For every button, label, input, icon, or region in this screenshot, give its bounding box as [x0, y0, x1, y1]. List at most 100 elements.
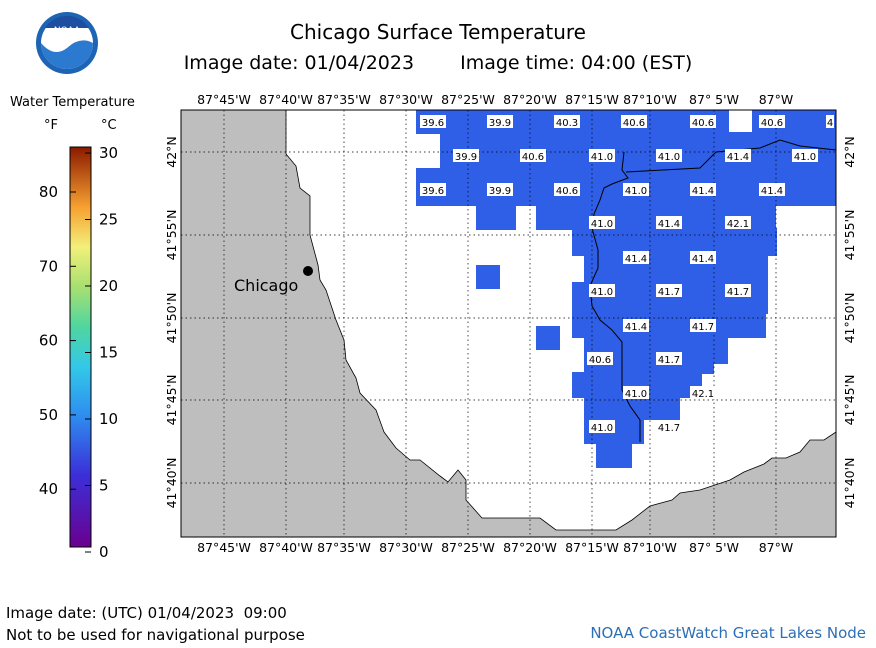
temp-label: 40.6 [589, 355, 611, 366]
lon-label-top: 87°15'W [565, 92, 619, 107]
legend-f-tick: 40 [39, 480, 58, 498]
temp-label: 40.3 [556, 118, 578, 129]
temp-label-bg [554, 115, 580, 128]
temp-label-bg [759, 115, 785, 128]
legend-c-tick: 30 [99, 144, 118, 162]
lon-label-top: 87°25'W [441, 92, 495, 107]
sst-data [416, 110, 836, 468]
temp-label: 41.7 [658, 355, 680, 366]
lon-label-bottom: 87°25'W [441, 540, 495, 555]
temp-label: 41.4 [727, 152, 749, 163]
legend-c-tick: 5 [99, 477, 109, 495]
temp-label-bg [690, 319, 716, 332]
temp-label: 41.7 [658, 423, 680, 434]
temp-label: 41.0 [591, 423, 613, 434]
legend-c-tick: 15 [99, 344, 118, 362]
temp-label: 40.6 [623, 118, 645, 129]
temp-label-bg [520, 149, 546, 162]
temp-label: 41.0 [591, 152, 613, 163]
temp-label-bg [725, 149, 751, 162]
lat-label-left: 41°50'N [164, 293, 179, 344]
legend-f-tick: 80 [39, 183, 58, 201]
noaa-logo-icon: NOAA [36, 12, 98, 74]
temp-label: 41.0 [591, 219, 613, 230]
temp-label: 41.7 [692, 322, 714, 333]
temp-label: 39.9 [489, 118, 511, 129]
temp-label: 40.6 [692, 118, 714, 129]
temp-label-bg [589, 216, 615, 229]
temp-label-bg [589, 284, 615, 297]
legend-f-tick: 50 [39, 406, 58, 424]
lat-label-right: 41°45'N [842, 375, 857, 426]
lon-label-bottom: 87°45'W [197, 540, 251, 555]
temp-label-bg [623, 319, 649, 332]
lat-label-left: 41°55'N [164, 210, 179, 261]
legend-c-tick: 25 [99, 211, 118, 229]
temp-label-bg [656, 352, 682, 365]
temp-label: 41.0 [625, 389, 647, 400]
temp-label: 41.7 [727, 287, 749, 298]
land-west [180, 109, 837, 538]
legend-f-tick: 70 [39, 257, 58, 275]
temp-label-bg [656, 149, 682, 162]
temp-label: 40.6 [761, 118, 783, 129]
temp-label-bg [554, 183, 580, 196]
lat-label-right: 41°50'N [842, 293, 857, 344]
temp-label-bg [420, 115, 446, 128]
lon-label-bottom: 87°10'W [623, 540, 677, 555]
legend-unit-c: °C [101, 118, 117, 133]
legend-c-tick: 0 [99, 543, 109, 561]
temp-label: 41.7 [658, 287, 680, 298]
lat-label-left: 41°40'N [164, 458, 179, 509]
lon-label-bottom: 87°20'W [503, 540, 557, 555]
temp-label-bg [623, 183, 649, 196]
lon-label-top: 87° 5'W [689, 92, 739, 107]
temp-label-bg [453, 149, 479, 162]
lon-label-top: 87°20'W [503, 92, 557, 107]
temp-label-bg [690, 115, 716, 128]
lon-label-top: 87°30'W [379, 92, 433, 107]
legend-f-tick: 60 [39, 332, 58, 350]
temp-label-bg [621, 115, 647, 128]
temp-label-bg [589, 420, 615, 433]
lat-label-left: 42°N [164, 136, 179, 168]
lon-label-top: 87°35'W [317, 92, 371, 107]
temp-label: 41.4 [692, 254, 714, 265]
utc-date: Image date: (UTC) 01/04/2023 09:00 [6, 604, 287, 622]
temp-label-bg [623, 251, 649, 264]
lat-label-left: 41°45'N [164, 375, 179, 426]
lon-label-bottom: 87°35'W [317, 540, 371, 555]
lat-label-right: 41°55'N [842, 210, 857, 261]
temp-label-bg [826, 115, 834, 128]
temp-label: 41.4 [761, 186, 783, 197]
temp-label: 40.6 [556, 186, 578, 197]
footer-left: Image date: (UTC) 01/04/2023 09:00 Not t… [6, 602, 305, 646]
map-area: Chicago 39.6 39.9 40.3 40.6 40.6 40.6 4 39.9 40.… [180, 109, 837, 538]
temp-label-bg [656, 216, 682, 229]
temp-label-bg [792, 149, 818, 162]
temp-label-bg [690, 183, 716, 196]
temp-label: 39.6 [422, 186, 444, 197]
city-label: Chicago [234, 276, 298, 295]
lon-label-bottom: 87°15'W [565, 540, 619, 555]
lon-label-top: 87°10'W [623, 92, 677, 107]
logo-text: NOAA [54, 26, 81, 36]
temp-label-bg [487, 115, 513, 128]
temp-label: 41.0 [658, 152, 680, 163]
lon-label-bottom: 87°30'W [379, 540, 433, 555]
temp-label-bg [589, 149, 615, 162]
temp-label-bg [759, 183, 785, 196]
temp-label-bg [725, 216, 751, 229]
legend-c-tick: 10 [99, 410, 118, 428]
temp-label: 42.1 [727, 219, 749, 230]
temp-label-bg [690, 386, 716, 399]
temp-label: 41.4 [625, 322, 647, 333]
image-time: Image time: 04:00 (EST) [460, 52, 693, 74]
temp-label-bg [420, 183, 446, 196]
lat-label-right: 41°40'N [842, 458, 857, 509]
legend-unit-f: °F [44, 118, 58, 133]
credit: NOAA CoastWatch Great Lakes Node [590, 624, 866, 642]
temp-label: 41.0 [794, 152, 816, 163]
legend-title: Water Temperature [10, 95, 135, 110]
